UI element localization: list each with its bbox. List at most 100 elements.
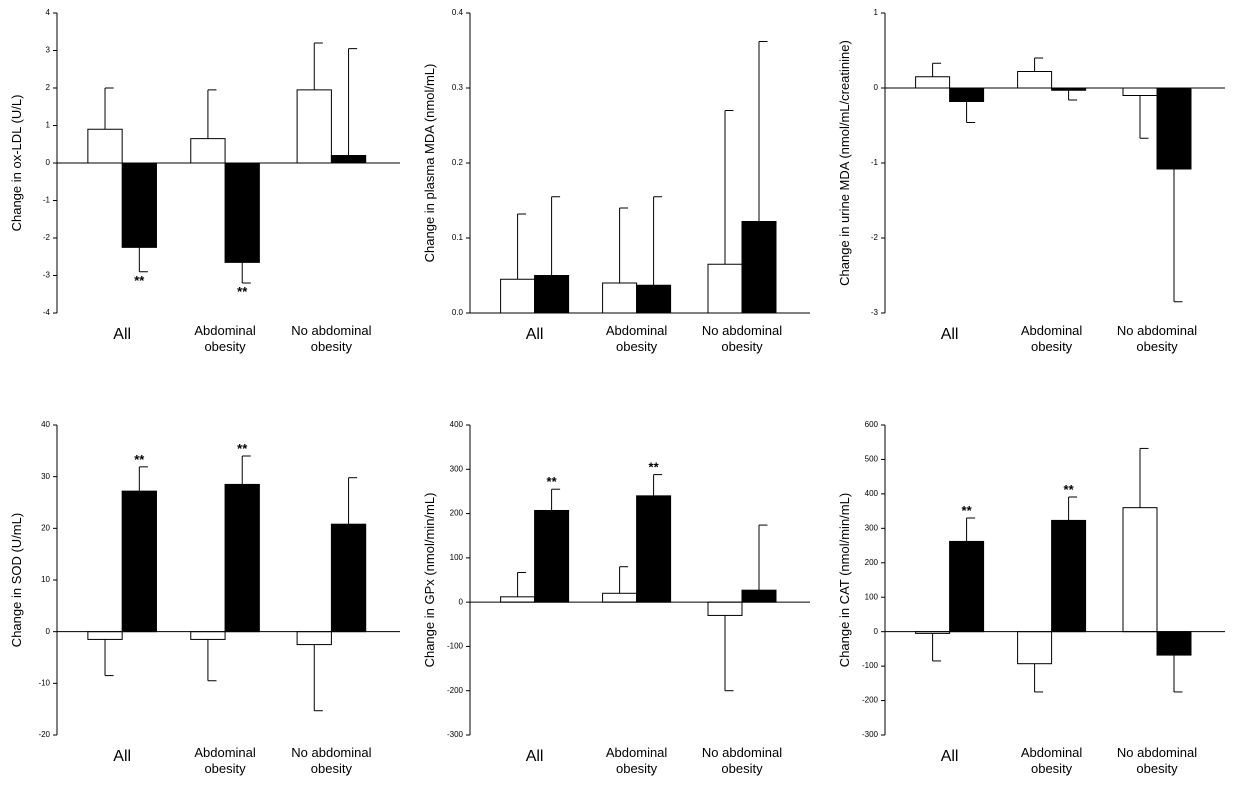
bar <box>330 155 367 164</box>
x-tick-label: All <box>113 748 131 765</box>
y-tick-label: -300 <box>447 730 464 739</box>
bar <box>296 89 332 164</box>
y-axis-label: Change in urine MDA (nmol/mL/creatinine) <box>837 40 852 286</box>
significance: ** <box>649 460 660 475</box>
bar <box>741 221 777 314</box>
bar <box>636 495 672 603</box>
y-axis-label: Change in ox-LDL (U/L) <box>9 95 24 232</box>
y-tick-label: 400 <box>450 420 464 429</box>
bar <box>1156 87 1192 170</box>
y-tick-label: -1 <box>43 196 51 205</box>
significance: ** <box>962 503 973 518</box>
y-tick-label: 0 <box>459 597 464 606</box>
significance: ** <box>134 452 145 467</box>
x-tick-label: All <box>941 326 959 343</box>
y-tick-label: -2 <box>871 233 879 242</box>
bar <box>534 509 570 603</box>
y-tick-label: 100 <box>865 592 879 601</box>
y-tick-label: 40 <box>41 420 50 429</box>
bar <box>121 162 157 248</box>
y-tick-label: -3 <box>43 271 51 280</box>
y-tick-label: 0.2 <box>452 158 464 167</box>
y-tick-label: -100 <box>447 642 464 651</box>
y-tick-label: 100 <box>450 553 464 562</box>
y-tick-label: 3 <box>46 46 51 55</box>
y-tick-label: 0 <box>46 158 51 167</box>
panel: -300 -200 -100 0 100 200 300 400 500 600 Change in… <box>837 420 1225 776</box>
y-tick-label: 500 <box>865 455 879 464</box>
bar <box>534 275 570 314</box>
y-tick-label: -3 <box>871 308 879 317</box>
bar <box>707 263 743 314</box>
y-tick-label: 400 <box>865 489 879 498</box>
x-tick-label: No abdominal obesity <box>702 745 782 776</box>
x-tick-label: Abdominal obesity <box>1021 323 1083 354</box>
panel: -300 -200 -100 0 100 200 300 400 Change in GPx (… <box>422 420 810 776</box>
significance: ** <box>134 273 145 288</box>
bar <box>190 138 226 164</box>
significance: ** <box>237 284 248 299</box>
x-tick-label: All <box>526 748 544 765</box>
y-axis-label: Change in GPx (nmol/min/mL) <box>422 493 437 668</box>
y-tick-label: 2 <box>46 83 51 92</box>
bar <box>602 592 638 603</box>
panel: 0.0 0.1 0.2 0.3 0.4 Change in plasma MDA (nmo… <box>422 8 810 354</box>
y-tick-label: 0 <box>874 83 879 92</box>
y-tick-label: 0.4 <box>452 8 464 17</box>
bar <box>949 87 985 102</box>
bar <box>1122 507 1158 633</box>
y-tick-label: 20 <box>41 523 50 532</box>
bar <box>1017 631 1053 665</box>
x-tick-label: No abdominal obesity <box>1117 745 1197 776</box>
y-tick-label: 1 <box>46 121 51 130</box>
y-tick-label: -300 <box>862 730 879 739</box>
x-tick-label: Abdominal obesity <box>606 323 668 354</box>
y-tick-label: 0 <box>874 627 879 636</box>
bar <box>636 284 672 314</box>
y-axis-label: Change in CAT (nmol/min/mL) <box>837 493 852 667</box>
bar <box>1156 631 1192 656</box>
x-tick-label: All <box>941 748 959 765</box>
y-tick-label: -200 <box>862 696 879 705</box>
x-tick-label: Abdominal obesity <box>194 323 256 354</box>
x-tick-label: Abdominal obesity <box>194 745 256 776</box>
y-tick-label: 200 <box>865 558 879 567</box>
bar <box>1017 71 1053 89</box>
y-tick-label: 200 <box>450 509 464 518</box>
x-tick-label: All <box>526 326 544 343</box>
bar <box>190 631 226 640</box>
bar <box>707 601 743 616</box>
y-tick-label: -4 <box>43 308 51 317</box>
y-tick-label: 0 <box>46 627 51 636</box>
panel: -4 -3 -2 -1 0 1 2 3 4 Change in ox-LDL (U/L) All **… <box>9 8 400 354</box>
significance: ** <box>1064 482 1075 497</box>
bar <box>500 596 536 603</box>
bar <box>500 278 536 314</box>
x-tick-label: No abdominal obesity <box>291 745 371 776</box>
bar <box>1051 519 1087 633</box>
y-tick-label: 0.0 <box>452 308 464 317</box>
bar <box>1122 87 1158 96</box>
y-tick-label: 10 <box>41 575 50 584</box>
bar <box>87 128 123 164</box>
bar <box>949 540 985 633</box>
bar <box>602 282 638 314</box>
y-tick-label: -2 <box>43 233 51 242</box>
x-tick-label: Abdominal obesity <box>606 745 668 776</box>
y-axis-label: Change in SOD (U/mL) <box>9 513 24 647</box>
y-tick-label: 0.1 <box>452 233 464 242</box>
y-tick-label: 600 <box>865 420 879 429</box>
y-tick-label: -1 <box>871 158 879 167</box>
panel: -20 -10 0 10 20 30 40 Change in SOD (U/mL) All **… <box>9 420 400 776</box>
y-tick-label: -10 <box>38 678 50 687</box>
significance: ** <box>547 474 558 489</box>
y-tick-label: 300 <box>450 464 464 473</box>
x-tick-label: No abdominal obesity <box>291 323 371 354</box>
bar <box>296 631 332 646</box>
bar <box>330 523 367 633</box>
significance: ** <box>237 441 248 456</box>
bar <box>224 483 260 633</box>
x-tick-label: All <box>113 326 131 343</box>
